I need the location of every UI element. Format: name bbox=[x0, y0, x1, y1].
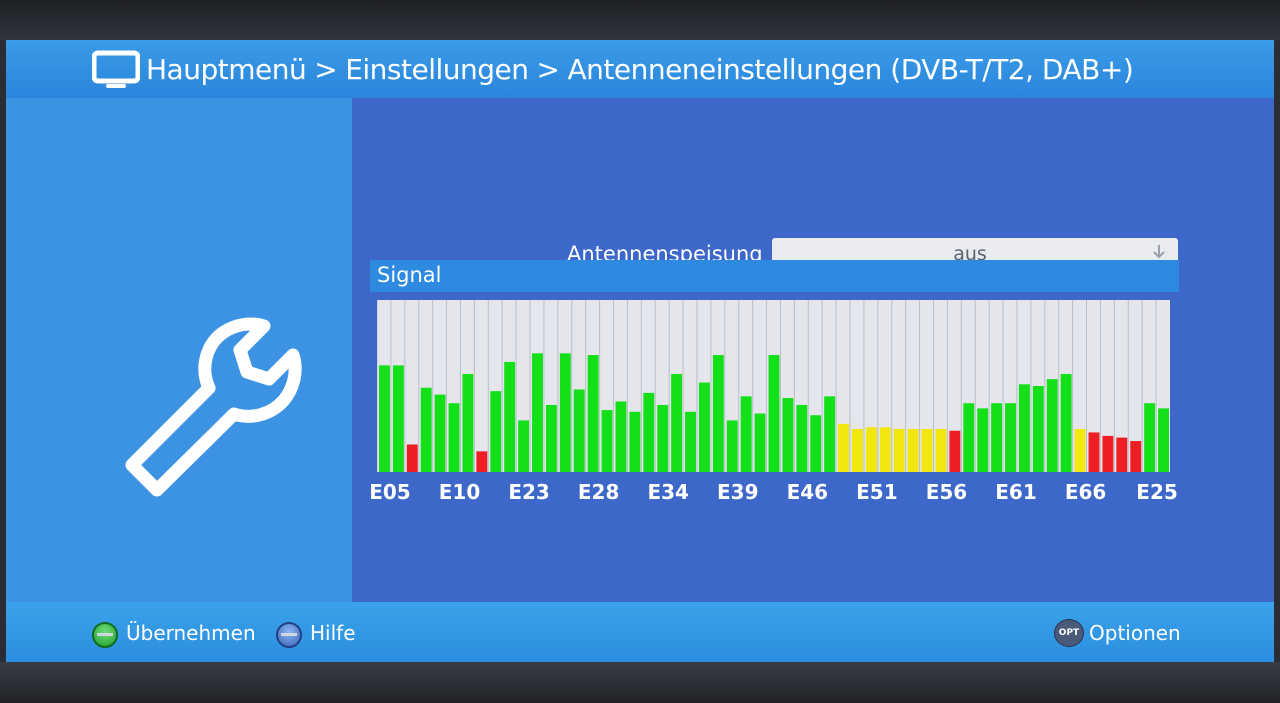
signal-bar-53 bbox=[1116, 437, 1128, 472]
breadcrumb-separator: > bbox=[314, 53, 338, 86]
signal-bar-56 bbox=[1158, 408, 1169, 472]
signal-bar-41 bbox=[949, 430, 961, 472]
signal-bar-0 bbox=[379, 365, 390, 472]
signal-bar-46 bbox=[1018, 384, 1030, 472]
signal-bar-6 bbox=[462, 373, 474, 472]
antenna-power-value: aus bbox=[953, 243, 987, 265]
signal-bar-29 bbox=[782, 398, 794, 472]
signal-bar-50 bbox=[1074, 429, 1086, 472]
breadcrumb-item-antenna-settings: Antenneneinstellungen (DVB-T/T2, DAB+) bbox=[567, 53, 1134, 86]
signal-bar-45 bbox=[1005, 403, 1016, 472]
signal-bar-33 bbox=[838, 423, 850, 472]
signal-bar-35 bbox=[865, 427, 877, 472]
signal-bar-51 bbox=[1088, 432, 1100, 472]
chart-tick-label: E28 bbox=[577, 480, 620, 504]
options-button-icon[interactable]: OPT bbox=[1054, 619, 1084, 647]
signal-bar-38 bbox=[907, 429, 919, 472]
signal-bar-49 bbox=[1060, 373, 1072, 472]
signal-bar-25 bbox=[726, 420, 738, 472]
signal-bar-36 bbox=[879, 427, 891, 472]
signal-bar-24 bbox=[712, 355, 724, 472]
signal-bar-18 bbox=[629, 411, 641, 472]
signal-bar-17 bbox=[615, 401, 627, 472]
help-button[interactable]: Hilfe bbox=[310, 621, 356, 645]
signal-bar-40 bbox=[935, 429, 947, 472]
chart-tick-label: E25 bbox=[1136, 480, 1178, 504]
footer-bar: Übernehmen Hilfe OPT Optionen bbox=[6, 602, 1274, 662]
wrench-icon bbox=[125, 317, 302, 497]
signal-bar-32 bbox=[824, 396, 836, 472]
signal-bar-12 bbox=[545, 404, 557, 472]
signal-bar-37 bbox=[893, 429, 905, 472]
chart-tick-label: E39 bbox=[717, 480, 759, 504]
breadcrumb: Hauptmenü > Einstellungen > Antenneneinstell… bbox=[146, 53, 1141, 86]
signal-bar-55 bbox=[1144, 403, 1156, 472]
signal-bar-13 bbox=[559, 353, 571, 472]
settings-screen: Hauptmenü > Einstellungen > Antenneneinstell… bbox=[6, 40, 1274, 662]
options-button[interactable]: Optionen bbox=[1089, 621, 1181, 645]
left-panel bbox=[6, 98, 352, 602]
breadcrumb-item-main-menu[interactable]: Hauptmenü bbox=[146, 53, 307, 86]
chart-tick-label: E23 bbox=[508, 480, 550, 504]
signal-bar-39 bbox=[921, 429, 933, 472]
signal-bar-27 bbox=[754, 413, 766, 472]
signal-bar-20 bbox=[657, 404, 669, 472]
signal-bar-23 bbox=[698, 382, 710, 472]
signal-bar-11 bbox=[532, 353, 543, 472]
signal-bar-42 bbox=[963, 403, 975, 472]
chart-tick-label: E34 bbox=[647, 480, 689, 504]
signal-chart-labels: E05 E10 E23 E28 E34 E39 E46 E51 E56 E61 E66 E25 bbox=[366, 480, 1186, 510]
signal-header: Signal bbox=[370, 260, 1179, 292]
signal-bar-28 bbox=[768, 355, 780, 472]
signal-bar-31 bbox=[810, 415, 822, 472]
chart-tick-label: E56 bbox=[925, 480, 968, 504]
signal-bar-44 bbox=[991, 403, 1003, 472]
signal-bar-21 bbox=[671, 373, 683, 472]
chart-tick-label: E61 bbox=[995, 480, 1037, 504]
signal-bar-14 bbox=[573, 389, 585, 472]
chart-tick-label: E66 bbox=[1064, 480, 1107, 504]
chart-tick-label: E10 bbox=[438, 480, 481, 504]
chart-tick-label: E05 bbox=[369, 480, 411, 504]
signal-bar-4 bbox=[434, 394, 446, 472]
tv-bezel-top bbox=[0, 0, 1280, 40]
tv-icon bbox=[92, 50, 140, 88]
signal-bar-8 bbox=[490, 391, 502, 472]
tv-bezel-bottom bbox=[0, 662, 1280, 703]
signal-bar-26 bbox=[740, 396, 752, 472]
blue-button-icon[interactable] bbox=[276, 622, 302, 648]
signal-bar-3 bbox=[420, 387, 432, 472]
signal-bar-30 bbox=[796, 404, 808, 472]
breadcrumb-separator: > bbox=[536, 53, 560, 86]
signal-bar-43 bbox=[977, 408, 989, 472]
signal-bar-52 bbox=[1102, 435, 1114, 472]
green-button-icon[interactable] bbox=[92, 622, 118, 648]
signal-bar-47 bbox=[1032, 386, 1044, 472]
chart-tick-label: E51 bbox=[856, 480, 898, 504]
signal-bar-16 bbox=[601, 410, 613, 472]
signal-bar-5 bbox=[448, 403, 460, 472]
signal-bar-54 bbox=[1130, 441, 1142, 472]
apply-button[interactable]: Übernehmen bbox=[126, 621, 256, 645]
signal-bar-1 bbox=[392, 365, 404, 472]
signal-bar-48 bbox=[1046, 379, 1058, 472]
signal-bar-7 bbox=[476, 451, 488, 472]
signal-bar-22 bbox=[685, 411, 696, 472]
signal-bar-34 bbox=[852, 429, 863, 472]
signal-bar-10 bbox=[518, 420, 530, 472]
signal-bar-9 bbox=[504, 361, 516, 472]
signal-bar-2 bbox=[406, 444, 418, 472]
signal-chart bbox=[377, 300, 1170, 472]
header-bar: Hauptmenü > Einstellungen > Antenneneinstell… bbox=[6, 40, 1274, 98]
chart-tick-label: E46 bbox=[786, 480, 829, 504]
signal-bar-19 bbox=[643, 392, 655, 472]
signal-bar-15 bbox=[587, 355, 599, 472]
breadcrumb-item-settings[interactable]: Einstellungen bbox=[345, 53, 529, 86]
signal-title: Signal bbox=[377, 263, 442, 287]
